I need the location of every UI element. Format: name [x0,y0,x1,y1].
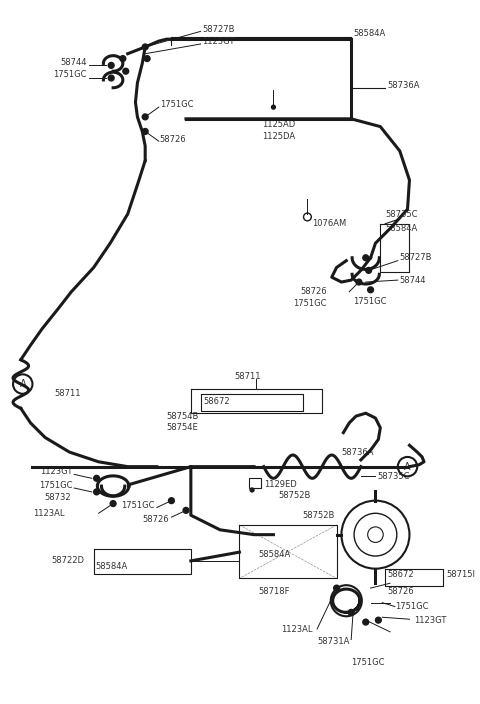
Text: 1129ED: 1129ED [264,479,297,489]
Text: 58752B: 58752B [302,510,335,520]
Text: 58727B: 58727B [203,25,235,34]
Circle shape [356,279,362,285]
Circle shape [375,617,381,623]
Text: 1751GC: 1751GC [293,299,327,308]
Text: 58726: 58726 [300,287,327,296]
Text: A: A [20,379,26,389]
Text: 1123GT: 1123GT [40,467,72,476]
Text: 58727B: 58727B [400,253,432,263]
Text: 1751GC: 1751GC [121,501,155,510]
Circle shape [348,610,354,615]
Text: 1751GC: 1751GC [53,70,87,79]
Circle shape [272,105,276,109]
Text: A: A [404,462,411,472]
Circle shape [144,56,150,61]
Text: 1751GC: 1751GC [353,297,386,306]
Text: 1125DA: 1125DA [262,132,295,141]
Text: 58715I: 58715I [446,570,475,579]
Text: 58722D: 58722D [51,556,84,565]
Text: 1751GC: 1751GC [160,100,193,108]
Text: 58744: 58744 [400,275,426,284]
Text: 58754B: 58754B [167,412,199,420]
Circle shape [142,44,148,50]
Text: 1751GC: 1751GC [395,602,428,611]
Circle shape [123,68,129,74]
Text: 58754E: 58754E [167,423,198,432]
Circle shape [120,56,126,61]
Text: 58726: 58726 [387,586,414,596]
Text: 1125AD: 1125AD [262,120,295,129]
Text: 1751GC: 1751GC [351,658,384,667]
Circle shape [363,255,369,260]
Text: 58584A: 58584A [385,224,418,233]
Text: 58752B: 58752B [278,491,311,501]
Text: 1123AL: 1123AL [33,509,64,517]
Circle shape [334,585,339,591]
Circle shape [250,488,254,492]
Text: 58711: 58711 [235,372,261,381]
Circle shape [142,129,148,134]
Circle shape [168,498,174,503]
Text: 1123GT: 1123GT [414,616,447,624]
Text: 58584A: 58584A [259,550,291,558]
Text: 1751GC: 1751GC [39,481,72,489]
Circle shape [94,489,99,495]
Text: 1123GT: 1123GT [203,37,235,46]
Bar [249,478,261,488]
Circle shape [363,620,369,625]
Text: 58744: 58744 [60,58,87,67]
Text: 58718F: 58718F [259,586,290,596]
Circle shape [108,63,114,68]
Text: 58584A: 58584A [353,29,385,38]
Circle shape [368,287,373,293]
Circle shape [142,114,148,120]
Circle shape [94,475,99,482]
Text: 1076AM: 1076AM [312,219,347,228]
Text: 58726: 58726 [160,134,186,144]
Text: 58584A: 58584A [96,562,128,571]
Text: 1123AL: 1123AL [281,625,312,634]
Text: 58672: 58672 [387,570,414,579]
Text: 58711: 58711 [55,389,81,398]
Text: 58735C: 58735C [385,210,418,218]
Circle shape [366,268,372,273]
Circle shape [110,501,116,506]
Circle shape [108,75,114,81]
Text: 58735C: 58735C [377,472,410,481]
Text: 58672: 58672 [204,397,230,406]
Text: 58726: 58726 [143,515,169,524]
Text: 58736A: 58736A [341,448,374,457]
Text: 58731A: 58731A [317,637,349,646]
Text: 58732: 58732 [45,494,72,502]
Circle shape [183,508,189,513]
Text: 58736A: 58736A [387,81,420,90]
